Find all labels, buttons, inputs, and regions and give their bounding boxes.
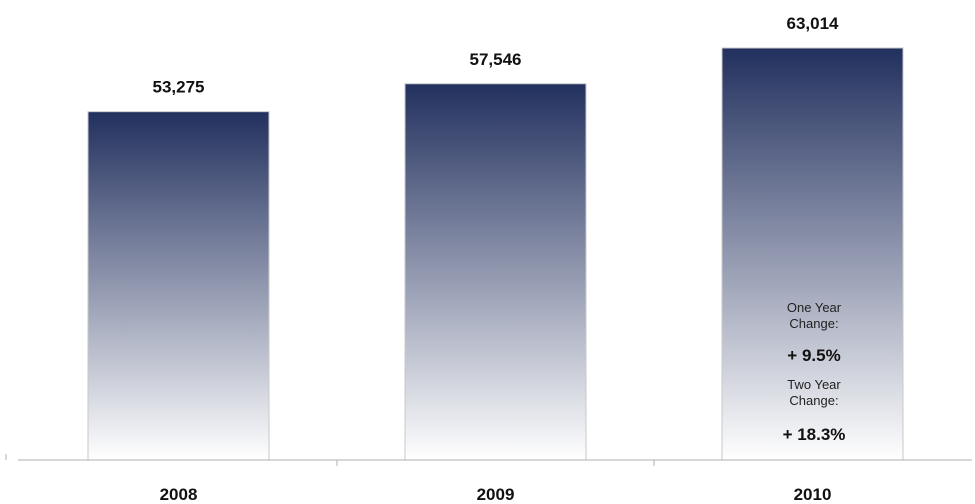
category-label-2010: 2010: [794, 485, 832, 504]
category-labels-layer: 2008 2009 2010: [160, 485, 832, 504]
value-label-2008: 53,275: [153, 78, 205, 97]
bar-2008: [87, 111, 270, 461]
bar-2009: [404, 83, 587, 461]
one-year-change-value: + 9.5%: [787, 346, 840, 365]
category-label-2009: 2009: [477, 485, 515, 504]
two-year-label-line2: Change:: [789, 393, 838, 408]
value-label-2009: 57,546: [470, 50, 522, 69]
value-labels-layer: 53,275 57,546 63,014: [153, 14, 840, 97]
change-annotation: One Year Change: + 9.5% Two Year Change:…: [783, 300, 846, 444]
value-label-2010: 63,014: [787, 14, 840, 33]
bars-layer: [87, 47, 904, 461]
bar-2010: [721, 47, 904, 461]
category-label-2008: 2008: [160, 485, 198, 504]
two-year-change-value: + 18.3%: [783, 425, 846, 444]
ticks-layer: [336, 460, 655, 466]
one-year-label-line1: One Year: [787, 300, 842, 315]
one-year-label-line2: Change:: [789, 316, 838, 331]
two-year-label-line1: Two Year: [787, 377, 841, 392]
